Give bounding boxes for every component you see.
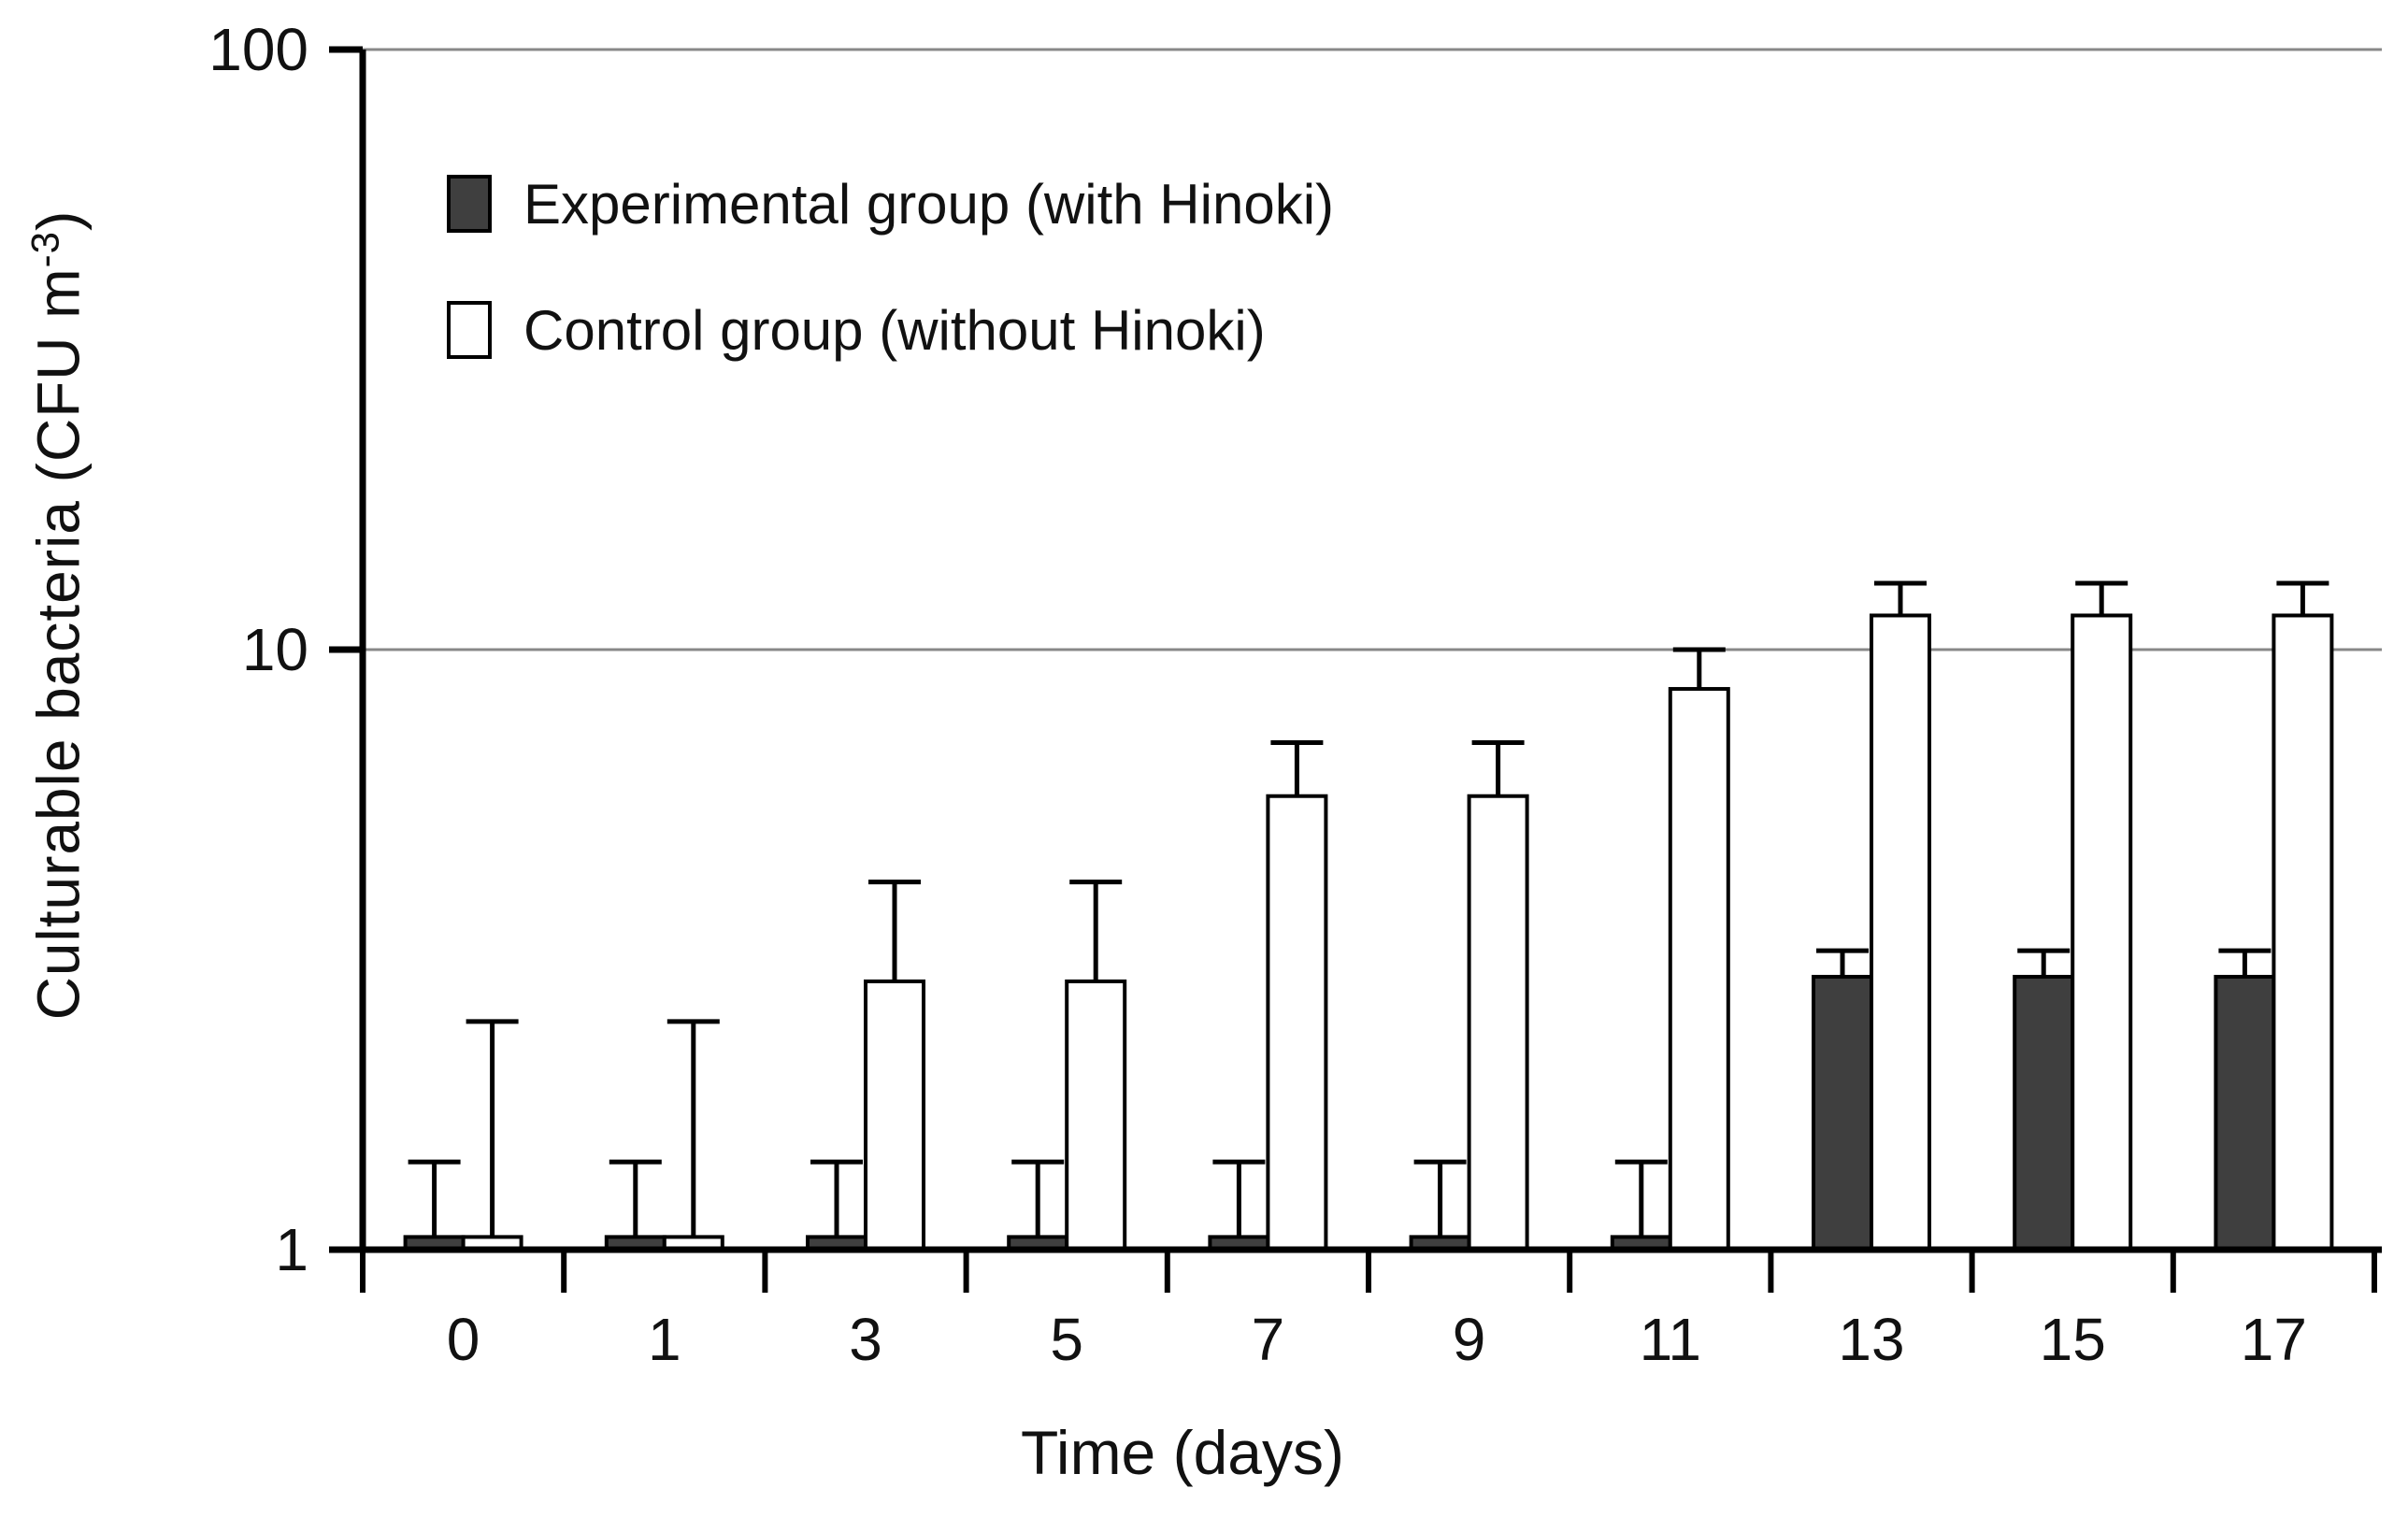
y-axis-title-close-paren: )	[24, 209, 93, 232]
bar-control-day9	[1467, 794, 1529, 1252]
x-tick-label-3: 3	[849, 1306, 882, 1373]
y-tick-label-10: 10	[242, 616, 308, 683]
bar-control-day7	[1266, 794, 1328, 1252]
bar-control-day15	[2071, 613, 2133, 1252]
x-tick-label-15: 15	[2040, 1306, 2106, 1373]
bar-experimental-day15	[2013, 974, 2075, 1252]
bar-control-day17	[2272, 613, 2334, 1252]
experimental-filled-square-icon	[447, 175, 492, 233]
legend-item-control: Control group (without Hinoki)	[447, 298, 1334, 362]
bar-experimental-day13	[1812, 974, 1873, 1252]
bar-control-day5	[1065, 979, 1127, 1252]
y-tick-label-100: 100	[208, 16, 308, 83]
x-tick-label-9: 9	[1453, 1306, 1486, 1373]
x-tick-label-0: 0	[447, 1306, 480, 1373]
bar-control-day3	[864, 979, 925, 1252]
x-tick-label-5: 5	[1050, 1306, 1083, 1373]
legend-label-experimental: Experimental group (with Hinoki)	[523, 172, 1335, 236]
y-axis-title: Culturable bacteria (CFU m-3)	[22, 210, 93, 1021]
x-tick-label-7: 7	[1252, 1306, 1285, 1373]
legend-label-control: Control group (without Hinoki)	[523, 298, 1266, 362]
control-open-square-icon	[447, 301, 492, 359]
legend: Experimental group (with Hinoki) Control…	[447, 172, 1335, 362]
x-axis-title: Time (days)	[1021, 1418, 1344, 1487]
x-tick-label-17: 17	[2241, 1306, 2307, 1373]
x-tick-label-11: 11	[1640, 1306, 1701, 1373]
bar-control-day13	[1870, 613, 1931, 1252]
bar-control-day11	[1668, 687, 1730, 1252]
legend-item-experimental: Experimental group (with Hinoki)	[447, 172, 1335, 236]
y-axis-title-text: Culturable bacteria (CFU m	[24, 267, 93, 1021]
x-tick-label-1: 1	[648, 1306, 681, 1373]
x-tick-label-13: 13	[1838, 1306, 1904, 1373]
y-tick-label-1: 1	[275, 1216, 308, 1283]
y-axis-title-superscript: -3	[22, 231, 67, 268]
bar-experimental-day17	[2214, 974, 2276, 1252]
